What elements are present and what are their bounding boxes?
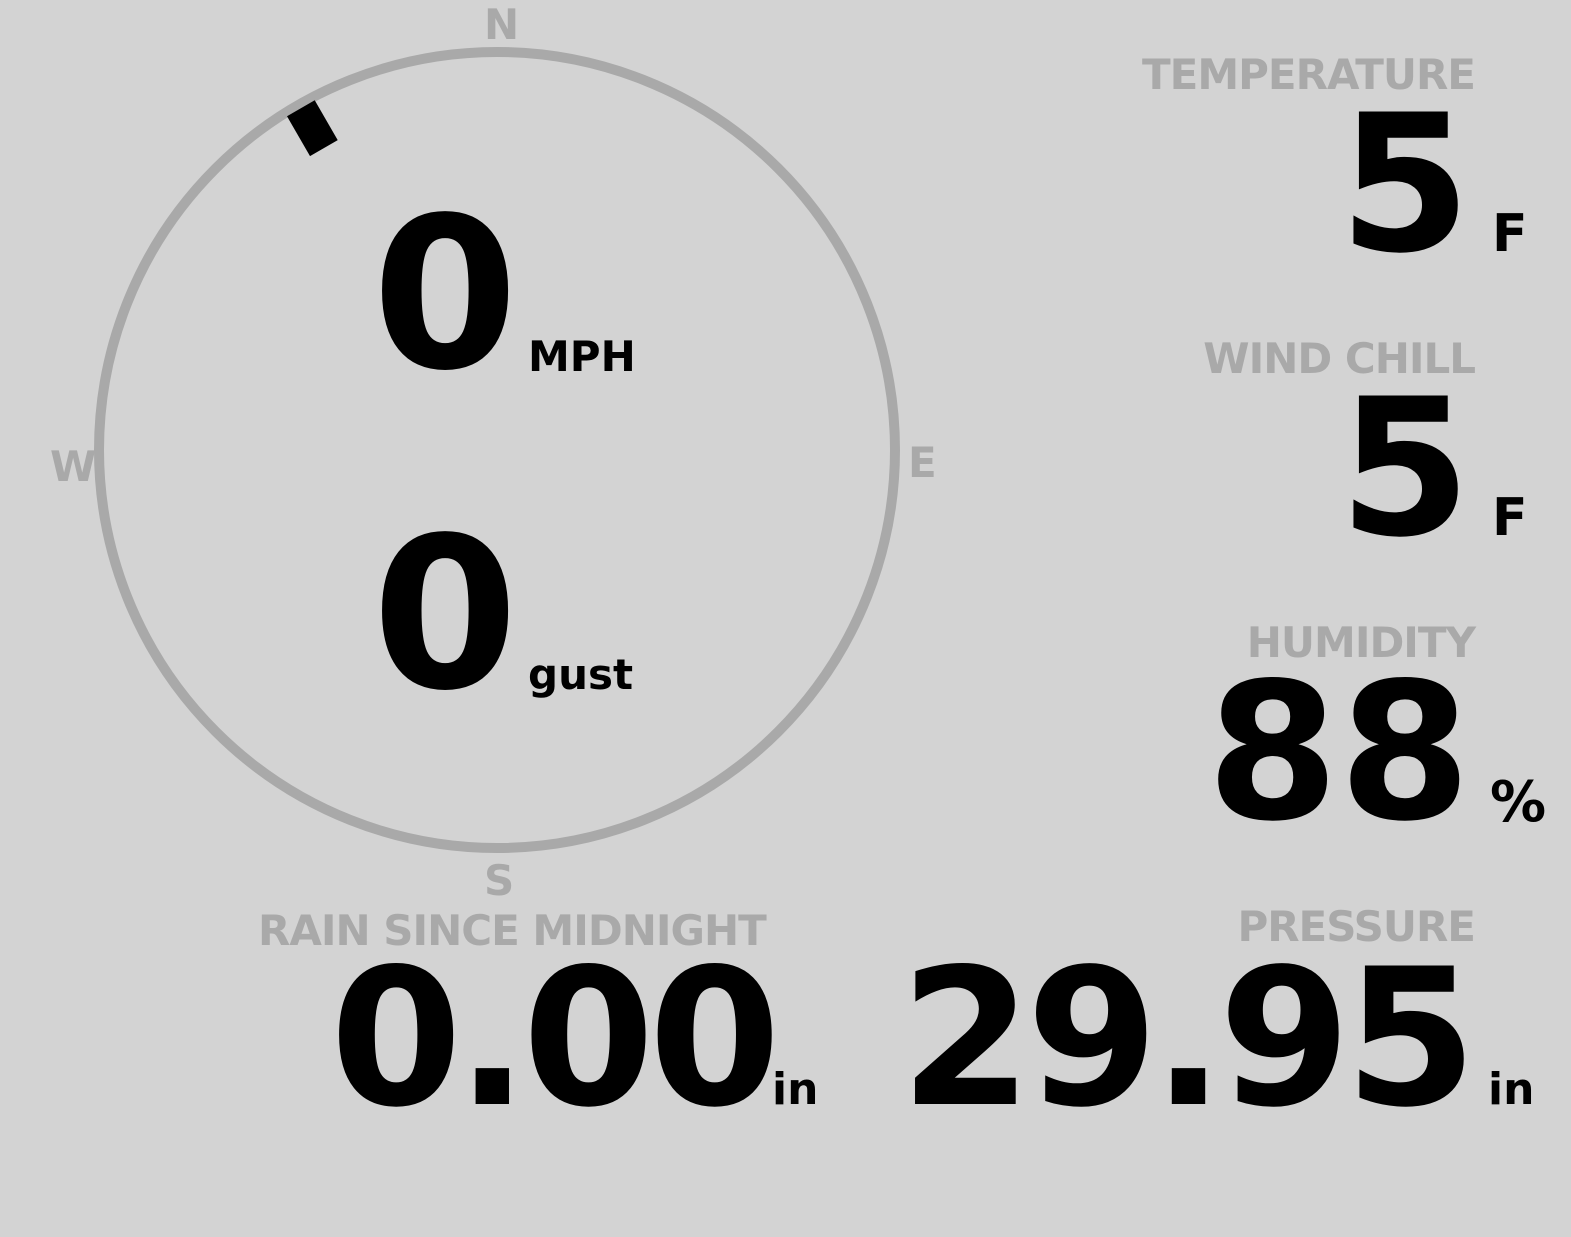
wind-speed-value: 0 — [372, 172, 519, 417]
gust-value: 0 — [372, 492, 519, 737]
rain-label: RAIN SINCE MIDNIGHT — [258, 906, 767, 955]
pressure-unit: in — [1488, 1064, 1535, 1115]
humidity-value: 88 — [1206, 642, 1471, 863]
wind-chill-label: WIND CHILL — [1203, 334, 1476, 383]
rain-value: 0.00 — [330, 928, 781, 1149]
temperature-unit: F — [1492, 204, 1528, 264]
compass-ring — [94, 47, 900, 853]
wind-speed-unit: MPH — [528, 332, 636, 381]
wind-chill-unit: F — [1492, 488, 1528, 548]
temperature-label: TEMPERATURE — [1142, 50, 1476, 99]
temperature-value: 5 — [1338, 74, 1471, 295]
gust-unit: gust — [528, 650, 634, 699]
rain-unit: in — [772, 1064, 819, 1115]
humidity-unit: % — [1490, 770, 1547, 835]
humidity-label: HUMIDITY — [1246, 618, 1476, 667]
compass-south: S — [484, 856, 515, 905]
compass-east: E — [908, 438, 937, 487]
wind-chill-value: 5 — [1338, 358, 1471, 579]
compass-north: N — [484, 0, 520, 49]
compass-dial — [94, 47, 900, 853]
wind-direction-marker — [287, 100, 338, 157]
pressure-label: PRESSURE — [1237, 902, 1476, 951]
compass-west: W — [50, 442, 97, 491]
pressure-value: 29.95 — [900, 928, 1477, 1149]
